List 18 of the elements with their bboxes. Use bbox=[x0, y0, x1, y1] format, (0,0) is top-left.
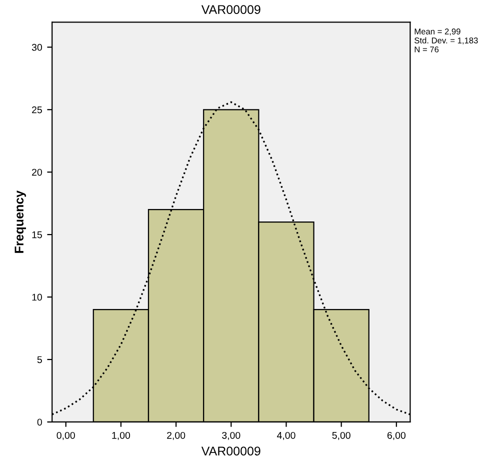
y-tick-label: 15 bbox=[32, 231, 42, 238]
chart-title: VAR00009 bbox=[201, 5, 260, 14]
y-tick-label: 10 bbox=[32, 294, 42, 301]
x-tick-label: 5,00 bbox=[332, 432, 350, 440]
x-tick-label: 3,00 bbox=[222, 432, 240, 440]
x-tick-label: 0,00 bbox=[56, 432, 75, 440]
y-tick-label: 20 bbox=[32, 168, 42, 176]
x-tick-label: 2,00 bbox=[167, 432, 186, 440]
x-tick-label: 6,00 bbox=[387, 432, 406, 440]
y-tick-label: 0 bbox=[37, 418, 42, 426]
y-tick-label: 5 bbox=[37, 356, 42, 364]
y-tick-label: 25 bbox=[32, 106, 42, 114]
text: Mean = 2,99 Std. Dev. = 1,183 N = 76 bbox=[414, 28, 478, 52]
x-tick-label: 4,00 bbox=[276, 432, 296, 440]
y-tick-label: 30 bbox=[32, 44, 42, 51]
x-tick-label: 1,00 bbox=[112, 432, 130, 440]
y-axis-title: Frequency bbox=[14, 190, 26, 253]
x-axis-title: VAR00009 bbox=[201, 446, 260, 456]
